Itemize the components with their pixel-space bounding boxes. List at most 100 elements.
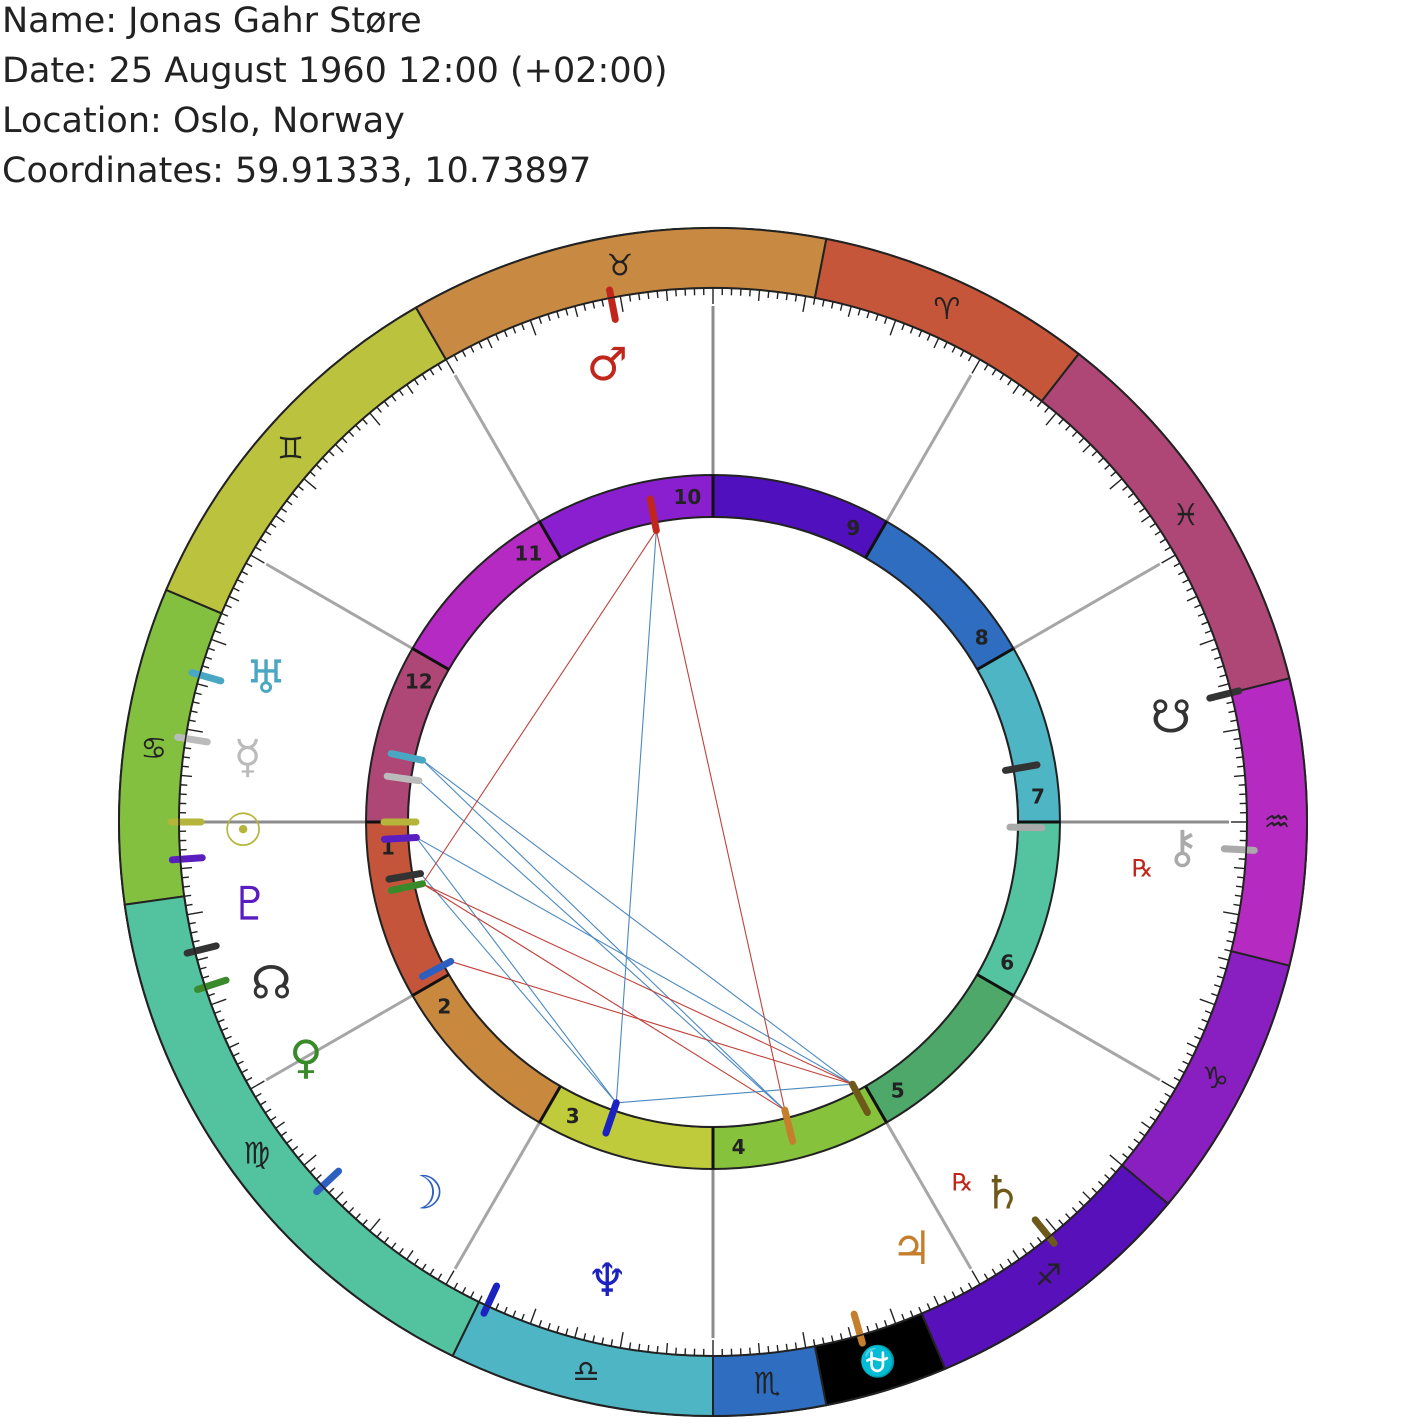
degree-tick (199, 966, 207, 970)
degree-tick (341, 1200, 348, 1207)
planet-inner-mark-uranus (387, 750, 426, 764)
degree-tick (391, 395, 397, 402)
degree-tick (406, 1250, 414, 1260)
degree-tick (529, 1308, 537, 1325)
degree-tick (520, 1313, 525, 1321)
aspect-line-pluto-neptune (415, 837, 617, 1104)
degree-tick (181, 876, 189, 879)
degree-tick (1022, 389, 1028, 397)
degree-tick (967, 354, 973, 362)
planet-outer-mark-south-node (1206, 687, 1243, 702)
degree-tick (1233, 866, 1246, 870)
degree-tick (839, 1333, 843, 1341)
degree-tick (1071, 430, 1078, 438)
degree-tick (1022, 1247, 1028, 1255)
sign-glyph-sagittarius-icon: ♐ (1035, 1258, 1062, 1293)
degree-tick (280, 507, 288, 513)
degree-tick (1122, 485, 1129, 491)
degree-tick (315, 1174, 322, 1180)
degree-tick (503, 330, 508, 338)
degree-tick (469, 1291, 475, 1299)
degree-tick (1159, 538, 1167, 544)
planet-pluto-icon: ♇ (230, 877, 271, 931)
degree-tick (291, 1145, 299, 1152)
degree-tick (245, 1076, 253, 1082)
degree-tick (1199, 638, 1216, 646)
house-divider (864, 1085, 888, 1124)
degree-tick (918, 330, 923, 338)
degree-tick (830, 1335, 834, 1343)
degree-tick (1223, 911, 1240, 916)
house-divider (976, 973, 1015, 997)
degree-tick (628, 1342, 632, 1350)
date-line: Date: 25 August 1960 12:00 (+02:00) (2, 51, 668, 91)
degree-tick (547, 313, 551, 322)
degree-tick (776, 291, 779, 300)
degree-tick (967, 1282, 973, 1290)
degree-tick (1029, 395, 1035, 402)
degree-tick (889, 1308, 897, 1325)
degree-tick (383, 400, 390, 408)
degree-tick (926, 333, 931, 341)
degree-tick (1109, 1154, 1123, 1166)
degree-tick (495, 333, 500, 341)
sign-glyph-ophiuchus-icon: ⛎ (859, 1343, 896, 1379)
degree-tick (437, 1273, 443, 1281)
degree-tick (565, 308, 569, 316)
degree-tick (275, 515, 285, 523)
degree-tick (1133, 1138, 1140, 1144)
degree-tick (812, 1339, 816, 1347)
degree-tick (812, 297, 816, 305)
degree-tick (214, 629, 222, 634)
retrograde-label-chiron: ℞ (1132, 855, 1154, 883)
degree-tick (1233, 737, 1241, 741)
degree-tick (250, 1080, 265, 1090)
degree-tick (1234, 746, 1242, 750)
aspect-line-moon-saturn (450, 960, 853, 1085)
degree-tick (794, 1342, 798, 1350)
degree-tick (1122, 1153, 1129, 1159)
degree-tick (520, 323, 525, 331)
degree-tick (951, 345, 957, 353)
degree-tick (188, 921, 196, 925)
degree-tick (1138, 1131, 1146, 1137)
planet-inner-mark-south-node (1001, 761, 1041, 774)
degree-tick (398, 389, 404, 397)
degree-tick (328, 450, 335, 457)
degree-tick (794, 294, 798, 302)
planet-outer-mark-mars (606, 286, 619, 323)
planet-chiron-icon: ⚷ (1166, 820, 1200, 874)
house-divider (538, 1085, 562, 1124)
degree-tick (1204, 629, 1212, 634)
degree-tick (383, 1236, 390, 1244)
degree-tick (228, 1042, 240, 1049)
degree-tick (776, 1344, 779, 1353)
aspect-line-venus-saturn (422, 883, 853, 1085)
degree-tick (245, 562, 253, 568)
degree-tick (538, 1320, 543, 1328)
planet-venus-icon: ♀ (289, 1030, 323, 1084)
planet-saturn-icon: ♄ (982, 1165, 1023, 1219)
degree-tick (574, 306, 579, 318)
degree-tick (254, 546, 262, 552)
house-cusp-line (1012, 562, 1161, 650)
degree-tick (321, 457, 329, 464)
degree-tick (334, 443, 344, 453)
house-number-12: 12 (405, 670, 433, 694)
location-line: Location: Oslo, Norway (2, 101, 405, 141)
degree-tick (186, 728, 203, 733)
degree-tick (1091, 450, 1098, 457)
house-cusp-line (265, 562, 414, 650)
degree-tick (1217, 683, 1229, 688)
degree-tick (619, 1332, 624, 1349)
planet-mercury-icon: ☿ (233, 730, 261, 784)
degree-tick (1127, 1145, 1135, 1152)
degree-tick (269, 522, 277, 528)
degree-tick (583, 1333, 587, 1341)
degree-tick (445, 1270, 455, 1285)
degree-tick (437, 363, 443, 371)
aspect-center-disc (407, 516, 1019, 1128)
degree-tick (1141, 515, 1151, 523)
degree-tick (1237, 876, 1245, 879)
degree-tick (461, 1286, 467, 1294)
